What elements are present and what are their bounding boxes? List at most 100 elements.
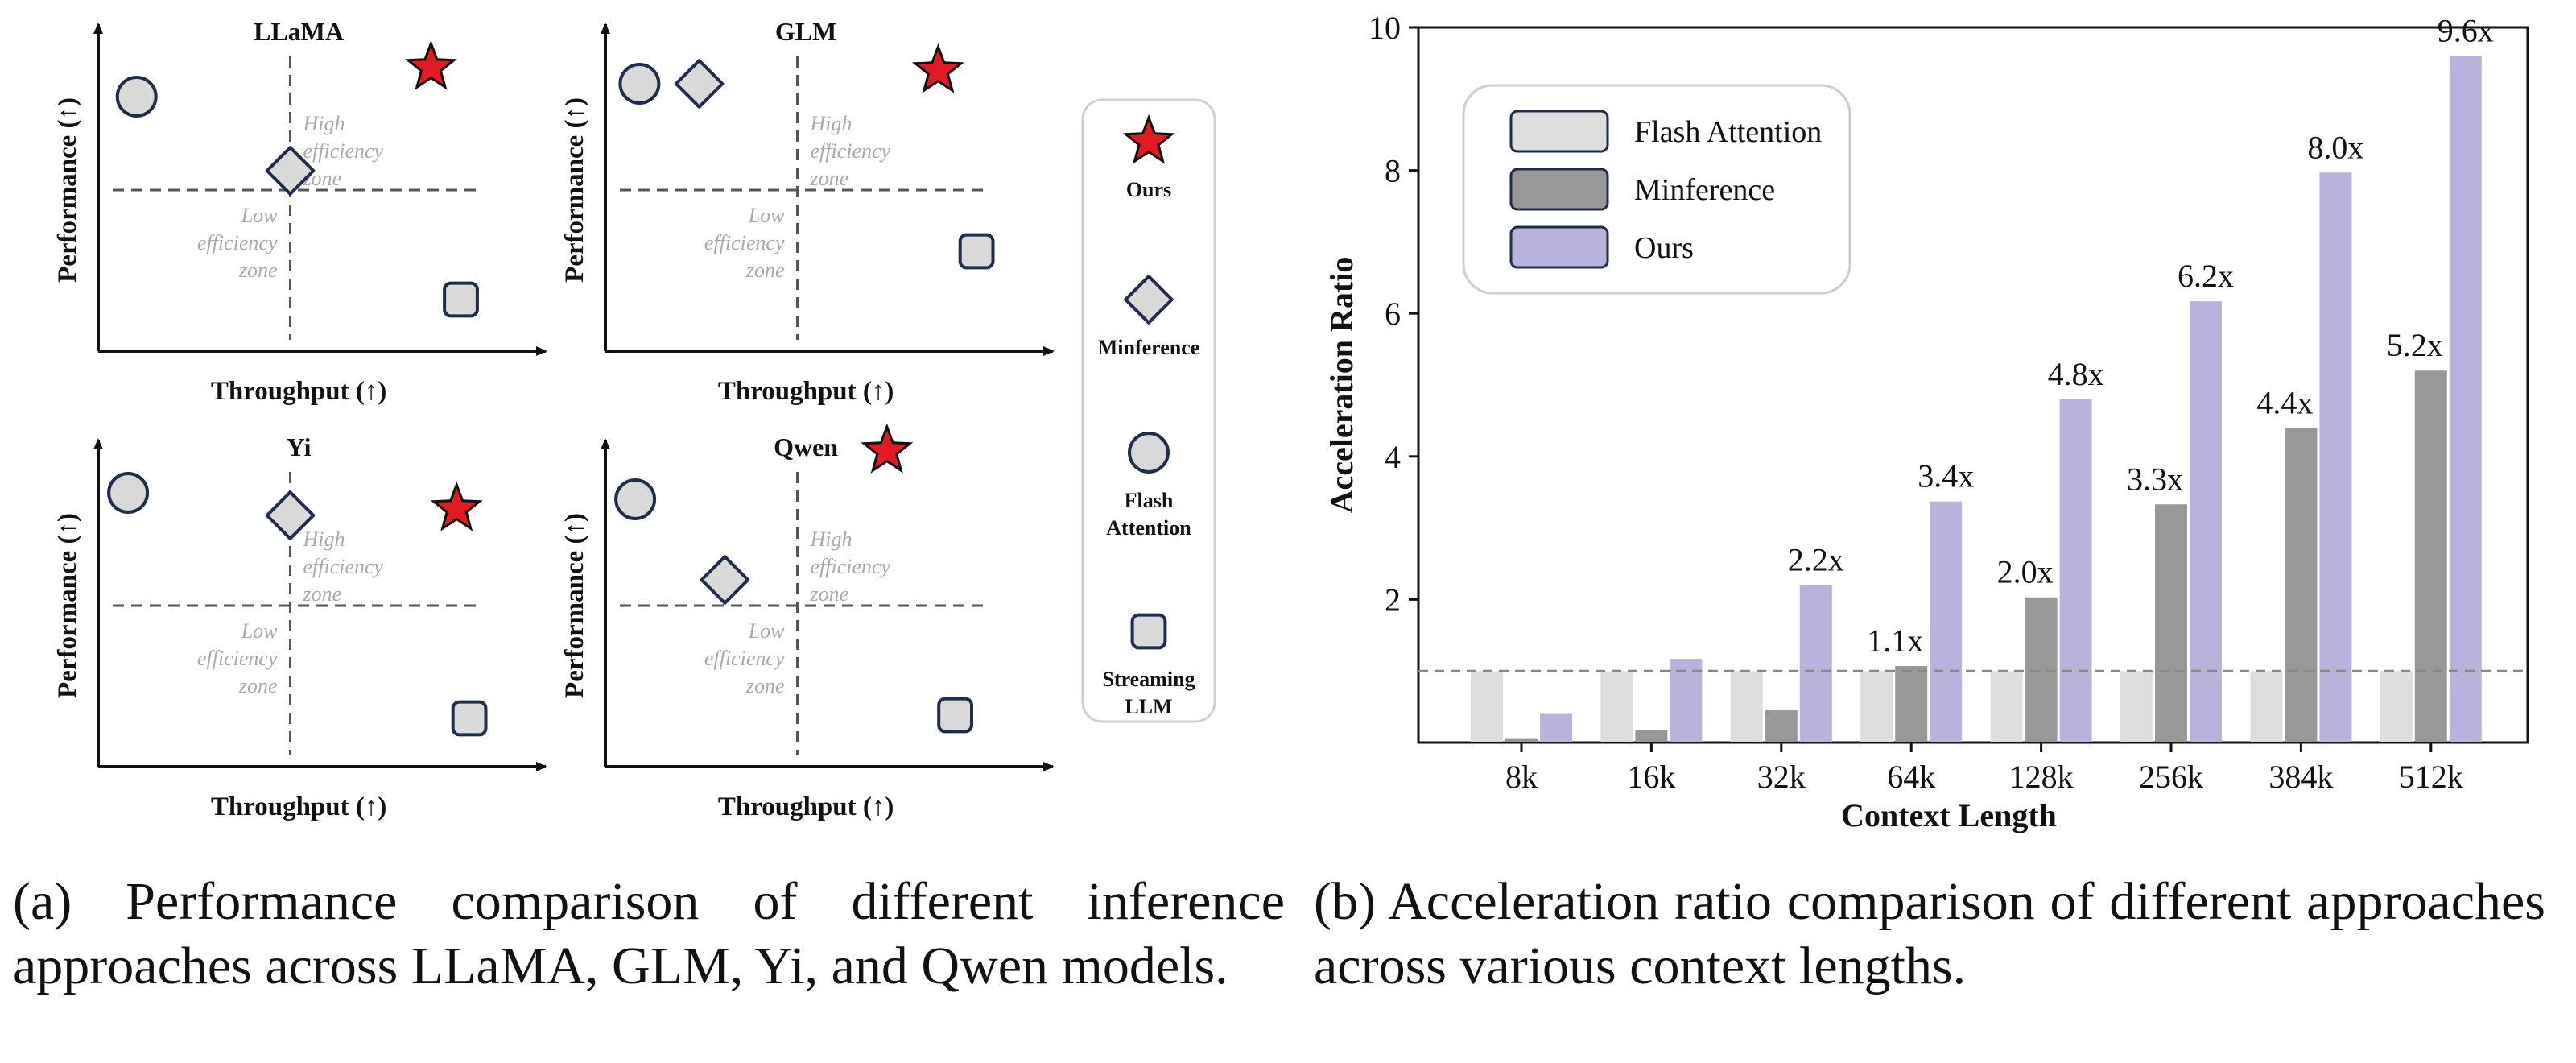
legend-streaming-label: LLM bbox=[1125, 695, 1172, 718]
minference-point bbox=[674, 59, 724, 109]
x-tick-label: 64k bbox=[1887, 759, 1935, 795]
y-axis-label: Performance (↑) bbox=[53, 513, 82, 698]
panel-title: Yi bbox=[287, 432, 312, 461]
x-tick-label: 32k bbox=[1757, 759, 1806, 795]
flash-point bbox=[115, 76, 158, 118]
bar-flash-32k bbox=[1730, 671, 1763, 742]
legend-swatch-flash bbox=[1509, 110, 1609, 153]
x-tick-label: 16k bbox=[1627, 759, 1675, 795]
x-axis-label: Throughput (↑) bbox=[211, 792, 387, 821]
x-axis-label: Context Length bbox=[1841, 797, 2057, 833]
bar-minference-256k bbox=[2155, 504, 2187, 742]
bar-ours-16k bbox=[1670, 659, 1703, 742]
quadrant-panel-qwen: High efficiency zone Low efficiency zone Qwen T… bbox=[560, 423, 1055, 821]
high-zone-label: High bbox=[810, 112, 852, 135]
x-tick-label: 512k bbox=[2399, 759, 2463, 795]
bar-ours-512k bbox=[2449, 56, 2482, 742]
y-tick-label: 4 bbox=[1385, 439, 1401, 475]
low-zone-label: efficiency bbox=[197, 231, 278, 254]
low-zone-label: zone bbox=[745, 674, 785, 697]
legend-streaming-label: Streaming bbox=[1102, 668, 1195, 691]
panel-title: Qwen bbox=[774, 432, 838, 461]
ours-point bbox=[911, 43, 964, 93]
bar-ours-384k bbox=[2319, 172, 2352, 742]
bar-minference-384k bbox=[2285, 428, 2318, 742]
bar-flash-384k bbox=[2250, 671, 2283, 742]
bar-flash-256k bbox=[2120, 671, 2153, 742]
legend-flash-label: Flash bbox=[1125, 489, 1174, 512]
low-zone-label: zone bbox=[238, 259, 278, 282]
y-axis-label: Acceleration Ratio bbox=[1323, 257, 1360, 514]
quadrant-plots: High efficiency zone Low efficiency zone LLaMA… bbox=[53, 17, 1055, 821]
minference-point bbox=[700, 555, 750, 605]
bar-value-label: 5.2x bbox=[2387, 327, 2443, 363]
bar-minference-8k bbox=[1505, 738, 1538, 742]
low-zone-label: zone bbox=[745, 259, 785, 282]
y-axis-label: Performance (↑) bbox=[560, 513, 589, 698]
flash-point bbox=[614, 478, 657, 520]
bar-value-label: 3.4x bbox=[1918, 458, 1974, 494]
minference-point bbox=[265, 146, 316, 196]
quadrant-panel-glm: High efficiency zone Low efficiency zone GLM Th… bbox=[560, 17, 1055, 406]
bar-value-label: 4.4x bbox=[2256, 384, 2313, 420]
high-zone-label: zone bbox=[303, 582, 342, 606]
high-zone-label: High bbox=[303, 527, 345, 551]
bar-ours-32k bbox=[1799, 585, 1832, 742]
legend-streaming-marker bbox=[1130, 613, 1167, 650]
bar-ours-128k bbox=[2059, 399, 2092, 742]
legend-ours-label: Ours bbox=[1126, 178, 1171, 201]
legend-flash-marker bbox=[1128, 432, 1170, 474]
y-axis-label: Performance (↑) bbox=[560, 97, 589, 283]
acceleration-bar-chart: 2 4 6 8 10 Acceleration Ratio 1.1x 2.0x 3.3x 4.4x… bbox=[1323, 10, 2529, 833]
bar-value-label: 9.6x bbox=[2438, 13, 2494, 49]
panel-title: GLM bbox=[775, 17, 836, 46]
bar-flash-64k bbox=[1860, 671, 1893, 742]
legend-flash-label: Attention bbox=[1106, 516, 1191, 540]
bar-flash-16k bbox=[1600, 671, 1633, 742]
low-zone-label: Low bbox=[241, 619, 278, 643]
quadrant-panel-yi: High efficiency zone Low efficiency zone Yi Thr… bbox=[53, 432, 547, 821]
high-zone-label: efficiency bbox=[811, 139, 891, 163]
high-zone-label: efficiency bbox=[303, 139, 384, 163]
low-zone-label: Low bbox=[748, 619, 785, 643]
y-tick-label: 10 bbox=[1368, 10, 1401, 46]
low-zone-label: efficiency bbox=[704, 647, 785, 670]
legend-minference-marker bbox=[1124, 275, 1174, 325]
low-zone-label: efficiency bbox=[197, 647, 278, 670]
high-zone-label: High bbox=[303, 112, 345, 135]
x-tick-label: 128k bbox=[2009, 759, 2074, 795]
bar-value-label: 3.3x bbox=[2127, 461, 2183, 497]
y-tick-label: 2 bbox=[1385, 581, 1401, 618]
x-axis-label: Throughput (↑) bbox=[718, 792, 894, 821]
bar-minference-64k bbox=[1895, 665, 1928, 742]
caption-b: (b) Acceleration ratio comparison of dif… bbox=[1314, 872, 2545, 995]
bar-flash-8k bbox=[1471, 671, 1503, 742]
streaming-point bbox=[937, 697, 973, 734]
flash-point bbox=[618, 63, 661, 105]
x-tick-label: 256k bbox=[2139, 759, 2203, 795]
high-zone-label: efficiency bbox=[811, 555, 891, 578]
bar-value-label: 4.8x bbox=[2048, 356, 2104, 392]
high-zone-label: High bbox=[810, 527, 852, 551]
bar-minference-16k bbox=[1635, 730, 1668, 742]
streaming-point bbox=[958, 233, 995, 270]
bar-ours-256k bbox=[2190, 301, 2222, 742]
panel-title: LLaMA bbox=[254, 17, 344, 46]
bar-ours-64k bbox=[1930, 501, 1963, 742]
bar-flash-512k bbox=[2380, 671, 2413, 742]
bar-value-label: 8.0x bbox=[2307, 129, 2363, 165]
x-axis-label: Throughput (↑) bbox=[211, 377, 387, 406]
ours-point bbox=[861, 423, 914, 474]
legend-label-minference: Minference bbox=[1634, 173, 1775, 207]
caption-a: (a) Performance comparison of different … bbox=[13, 872, 1285, 995]
streaming-point bbox=[451, 700, 488, 737]
legend-minference-label: Minference bbox=[1098, 336, 1200, 359]
bar-value-label: 6.2x bbox=[2178, 258, 2234, 294]
streaming-point bbox=[443, 281, 479, 318]
bar-minference-32k bbox=[1765, 710, 1798, 742]
bar-minference-512k bbox=[2414, 370, 2447, 742]
y-tick-label: 8 bbox=[1385, 153, 1401, 189]
high-zone-label: zone bbox=[810, 582, 849, 606]
bar-ours-8k bbox=[1540, 713, 1572, 742]
